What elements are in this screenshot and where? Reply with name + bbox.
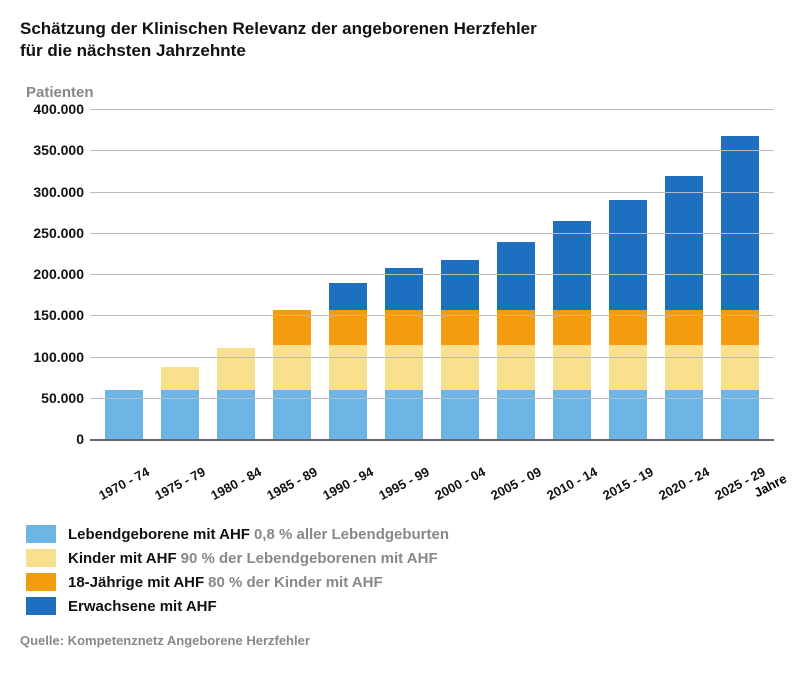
gridline [90, 233, 774, 234]
gridline [90, 398, 774, 399]
y-tick-label: 150.000 [20, 307, 84, 323]
legend-label-main: 18-Jährige mit AHF [68, 574, 204, 591]
legend-item: 18-Jährige mit AHF80 % der Kinder mit AH… [26, 573, 780, 591]
baseline [90, 439, 774, 441]
bar-segment-erwachsene [609, 200, 647, 310]
x-labels: 1970 - 741975 - 791980 - 841985 - 891990… [90, 476, 774, 491]
bar-segment-erwachsene [553, 221, 591, 310]
x-tick-label: 1995 - 99 [376, 464, 432, 504]
x-tick-label: 2000 - 04 [432, 464, 488, 504]
y-tick-label: 0 [20, 431, 84, 447]
bar-segment-kinder [329, 345, 367, 390]
gridline [90, 357, 774, 358]
legend-label-main: Lebendgeborene mit AHF [68, 526, 250, 543]
x-tick-label: 1985 - 89 [264, 464, 320, 504]
x-tick-label: 1980 - 84 [208, 464, 264, 504]
legend-label-main: Kinder mit AHF [68, 550, 177, 567]
gridline [90, 150, 774, 151]
gridline [90, 192, 774, 193]
x-tick-label: 2020 - 24 [656, 464, 712, 504]
bar-segment-erwachsene [329, 283, 367, 309]
y-tick-label: 300.000 [20, 184, 84, 200]
legend-item: Lebendgeborene mit AHF0,8 % aller Lebend… [26, 525, 780, 543]
legend-swatch [26, 597, 56, 615]
bar-segment-erwachsene [665, 176, 703, 310]
x-tick-label: 1990 - 94 [320, 464, 376, 504]
bar-segment-kinder [441, 345, 479, 390]
y-axis-label: Patienten [26, 84, 780, 101]
bar-segment-kinder [497, 345, 535, 390]
legend-label-sub: 80 % der Kinder mit AHF [208, 574, 382, 591]
legend: Lebendgeborene mit AHF0,8 % aller Lebend… [26, 525, 780, 615]
y-tick-label: 350.000 [20, 142, 84, 158]
plot-area [90, 109, 774, 439]
bar-segment-erwachsene [497, 242, 535, 310]
legend-swatch [26, 549, 56, 567]
bar-segment-erwachsene [721, 136, 759, 309]
source-attribution: Quelle: Kompetenznetz Angeborene Herzfeh… [20, 633, 780, 648]
bar-segment-kinder [665, 345, 703, 390]
bar-segment-kinder [385, 345, 423, 390]
bar-segment-erwachsene [441, 260, 479, 310]
x-tick-label: 2015 - 19 [600, 464, 656, 504]
title-line-1: Schätzung der Klinischen Relevanz der an… [20, 19, 537, 38]
x-tick-label: 1975 - 79 [152, 464, 208, 504]
x-tick-label: 1970 - 74 [96, 464, 152, 504]
bar-segment-kinder [721, 345, 759, 390]
gridline [90, 274, 774, 275]
legend-label-sub: 90 % der Lebendgeborenen mit AHF [181, 550, 438, 567]
legend-label-main: Erwachsene mit AHF [68, 598, 217, 615]
title-line-2: für die nächsten Jahrzehnte [20, 41, 246, 60]
legend-swatch [26, 525, 56, 543]
legend-swatch [26, 573, 56, 591]
y-tick-label: 250.000 [20, 225, 84, 241]
legend-item: Kinder mit AHF90 % der Lebendgeborenen m… [26, 549, 780, 567]
bar-segment-kinder [553, 345, 591, 390]
bar-segment-kinder [609, 345, 647, 390]
bar-segment-kinder [273, 345, 311, 390]
x-tick-label: 2010 - 14 [544, 464, 600, 504]
legend-label-sub: 0,8 % aller Lebendgeburten [254, 526, 449, 543]
gridline [90, 315, 774, 316]
y-tick-label: 50.000 [20, 390, 84, 406]
chart-title: Schätzung der Klinischen Relevanz der an… [20, 18, 780, 62]
legend-item: Erwachsene mit AHF [26, 597, 780, 615]
gridline [90, 109, 774, 110]
bar-segment-kinder [161, 367, 199, 390]
chart-area: 1970 - 741975 - 791980 - 841985 - 891990… [20, 109, 778, 469]
y-tick-label: 200.000 [20, 266, 84, 282]
bar-segment-kinder [217, 348, 255, 389]
y-tick-label: 100.000 [20, 349, 84, 365]
y-tick-label: 400.000 [20, 101, 84, 117]
x-tick-label: 2005 - 09 [488, 464, 544, 504]
